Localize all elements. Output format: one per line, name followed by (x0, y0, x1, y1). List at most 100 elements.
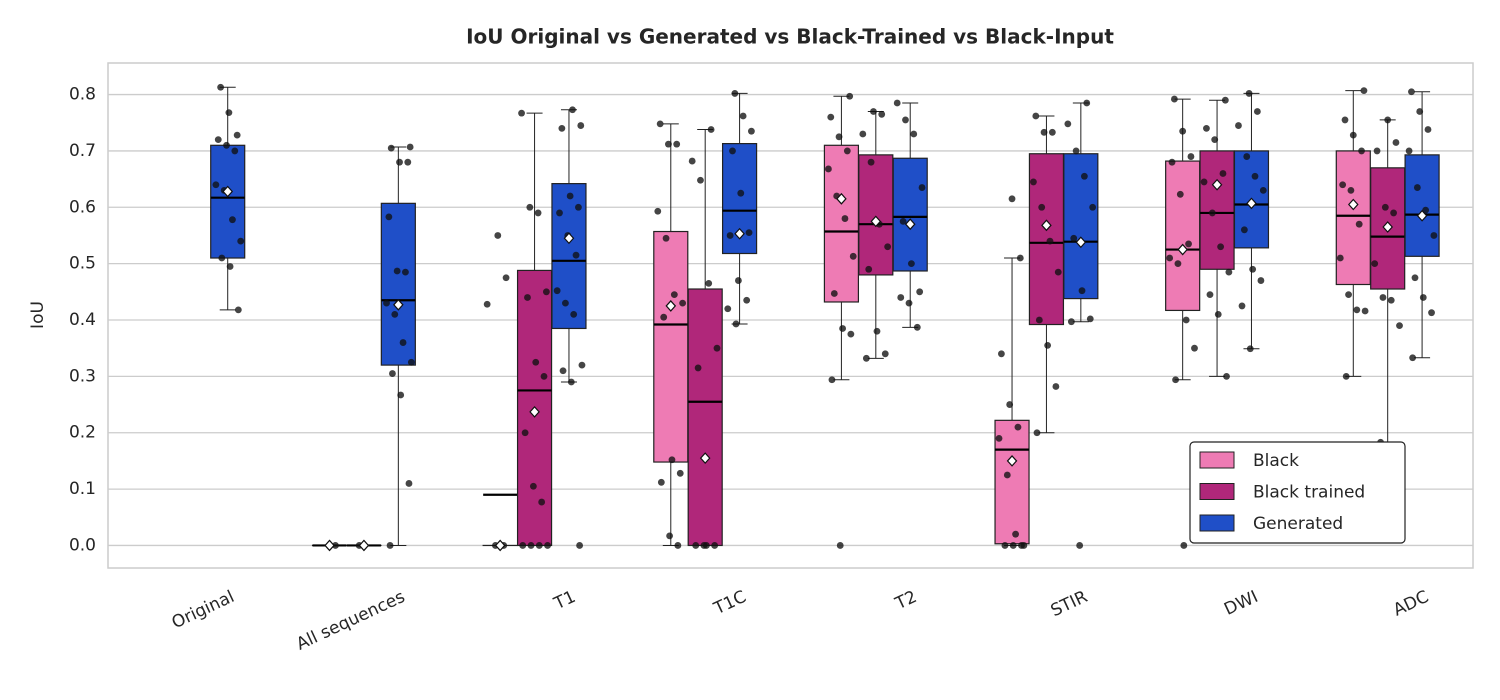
data-point (899, 217, 907, 225)
data-point (830, 290, 838, 297)
data-point (1358, 147, 1365, 155)
y-tick-label: 0.1 (69, 479, 96, 499)
y-tick-label: 0.0 (69, 535, 96, 555)
mean-marker (836, 192, 847, 205)
data-point (578, 361, 586, 369)
data-point (674, 542, 682, 549)
data-point (1225, 268, 1233, 276)
box-group (721, 90, 758, 328)
data-point (1046, 237, 1054, 245)
data-point (1182, 316, 1190, 324)
data-point (1072, 147, 1080, 155)
data-point (1018, 542, 1025, 549)
data-point (1191, 344, 1198, 352)
data-point (387, 144, 395, 152)
data-point (1076, 542, 1084, 549)
data-point (1206, 291, 1214, 299)
data-point (1038, 203, 1046, 211)
data-point (562, 299, 569, 307)
box (653, 230, 689, 463)
data-point (666, 532, 674, 540)
box-group (551, 106, 587, 549)
data-point (1373, 147, 1381, 155)
mean-marker (358, 539, 370, 552)
data-point (1170, 95, 1178, 103)
data-point (526, 203, 534, 211)
data-point (673, 140, 681, 148)
box-group (994, 195, 1030, 549)
data-point (998, 350, 1005, 358)
y-tick-label: 0.3 (69, 366, 96, 386)
chart-title: IoU Original vs Generated vs Black-Train… (466, 25, 1114, 49)
y-tick-label: 0.2 (69, 423, 96, 443)
data-point (1257, 277, 1265, 284)
data-point (1336, 254, 1344, 262)
data-point (1187, 153, 1195, 160)
data-point (1360, 87, 1368, 95)
data-point (383, 299, 390, 307)
data-point (569, 106, 576, 114)
data-point (884, 243, 892, 251)
data-point (214, 136, 222, 144)
data-point (1080, 172, 1088, 180)
data-point (237, 237, 245, 245)
data-point (1341, 116, 1349, 124)
data-point (1009, 542, 1017, 549)
mean-marker (870, 215, 882, 228)
box (380, 202, 416, 366)
box (1063, 153, 1099, 300)
data-point (518, 109, 525, 117)
data-point (540, 372, 548, 380)
box-group (1165, 95, 1201, 549)
mean-marker (699, 452, 711, 464)
data-point (705, 279, 713, 287)
data-point (1067, 318, 1075, 326)
legend-swatch (1199, 451, 1235, 469)
data-point (881, 350, 889, 358)
data-point (1044, 341, 1052, 349)
data-point (862, 354, 870, 362)
data-point (907, 260, 915, 268)
data-point (995, 434, 1003, 442)
data-point (223, 141, 230, 149)
data-point (1070, 234, 1078, 242)
data-point (1387, 296, 1395, 304)
data-point (1371, 260, 1379, 268)
mean-marker (734, 227, 745, 240)
data-point (567, 378, 575, 386)
data-point (502, 274, 510, 282)
data-point (544, 542, 551, 549)
data-point (918, 184, 926, 191)
mean-marker (1177, 243, 1188, 256)
data-point (556, 209, 563, 217)
data-point (1422, 206, 1430, 214)
data-point (1235, 122, 1242, 129)
y-tick-label: 0.4 (69, 310, 96, 330)
data-point (559, 367, 567, 375)
data-point (839, 325, 846, 332)
data-point (873, 327, 881, 335)
data-point (688, 157, 696, 165)
data-point (521, 429, 529, 437)
data-point (1006, 401, 1014, 408)
data-point (386, 542, 394, 549)
box (858, 154, 894, 276)
data-point (665, 140, 672, 148)
box (1199, 150, 1235, 270)
data-point (404, 158, 412, 166)
mean-marker (529, 405, 540, 418)
legend-label: Black (1253, 451, 1299, 471)
data-point (217, 83, 225, 91)
box-group (858, 108, 894, 362)
plot-frame (107, 62, 1474, 569)
y-tick-label: 0.5 (69, 254, 96, 274)
data-point (1012, 530, 1019, 538)
data-point (402, 268, 409, 276)
data-point (1411, 274, 1419, 282)
data-point (553, 287, 561, 295)
data-point (870, 108, 877, 115)
mean-marker (1416, 209, 1428, 222)
data-point (1168, 158, 1176, 166)
data-point (483, 300, 491, 308)
data-point (1086, 315, 1094, 323)
